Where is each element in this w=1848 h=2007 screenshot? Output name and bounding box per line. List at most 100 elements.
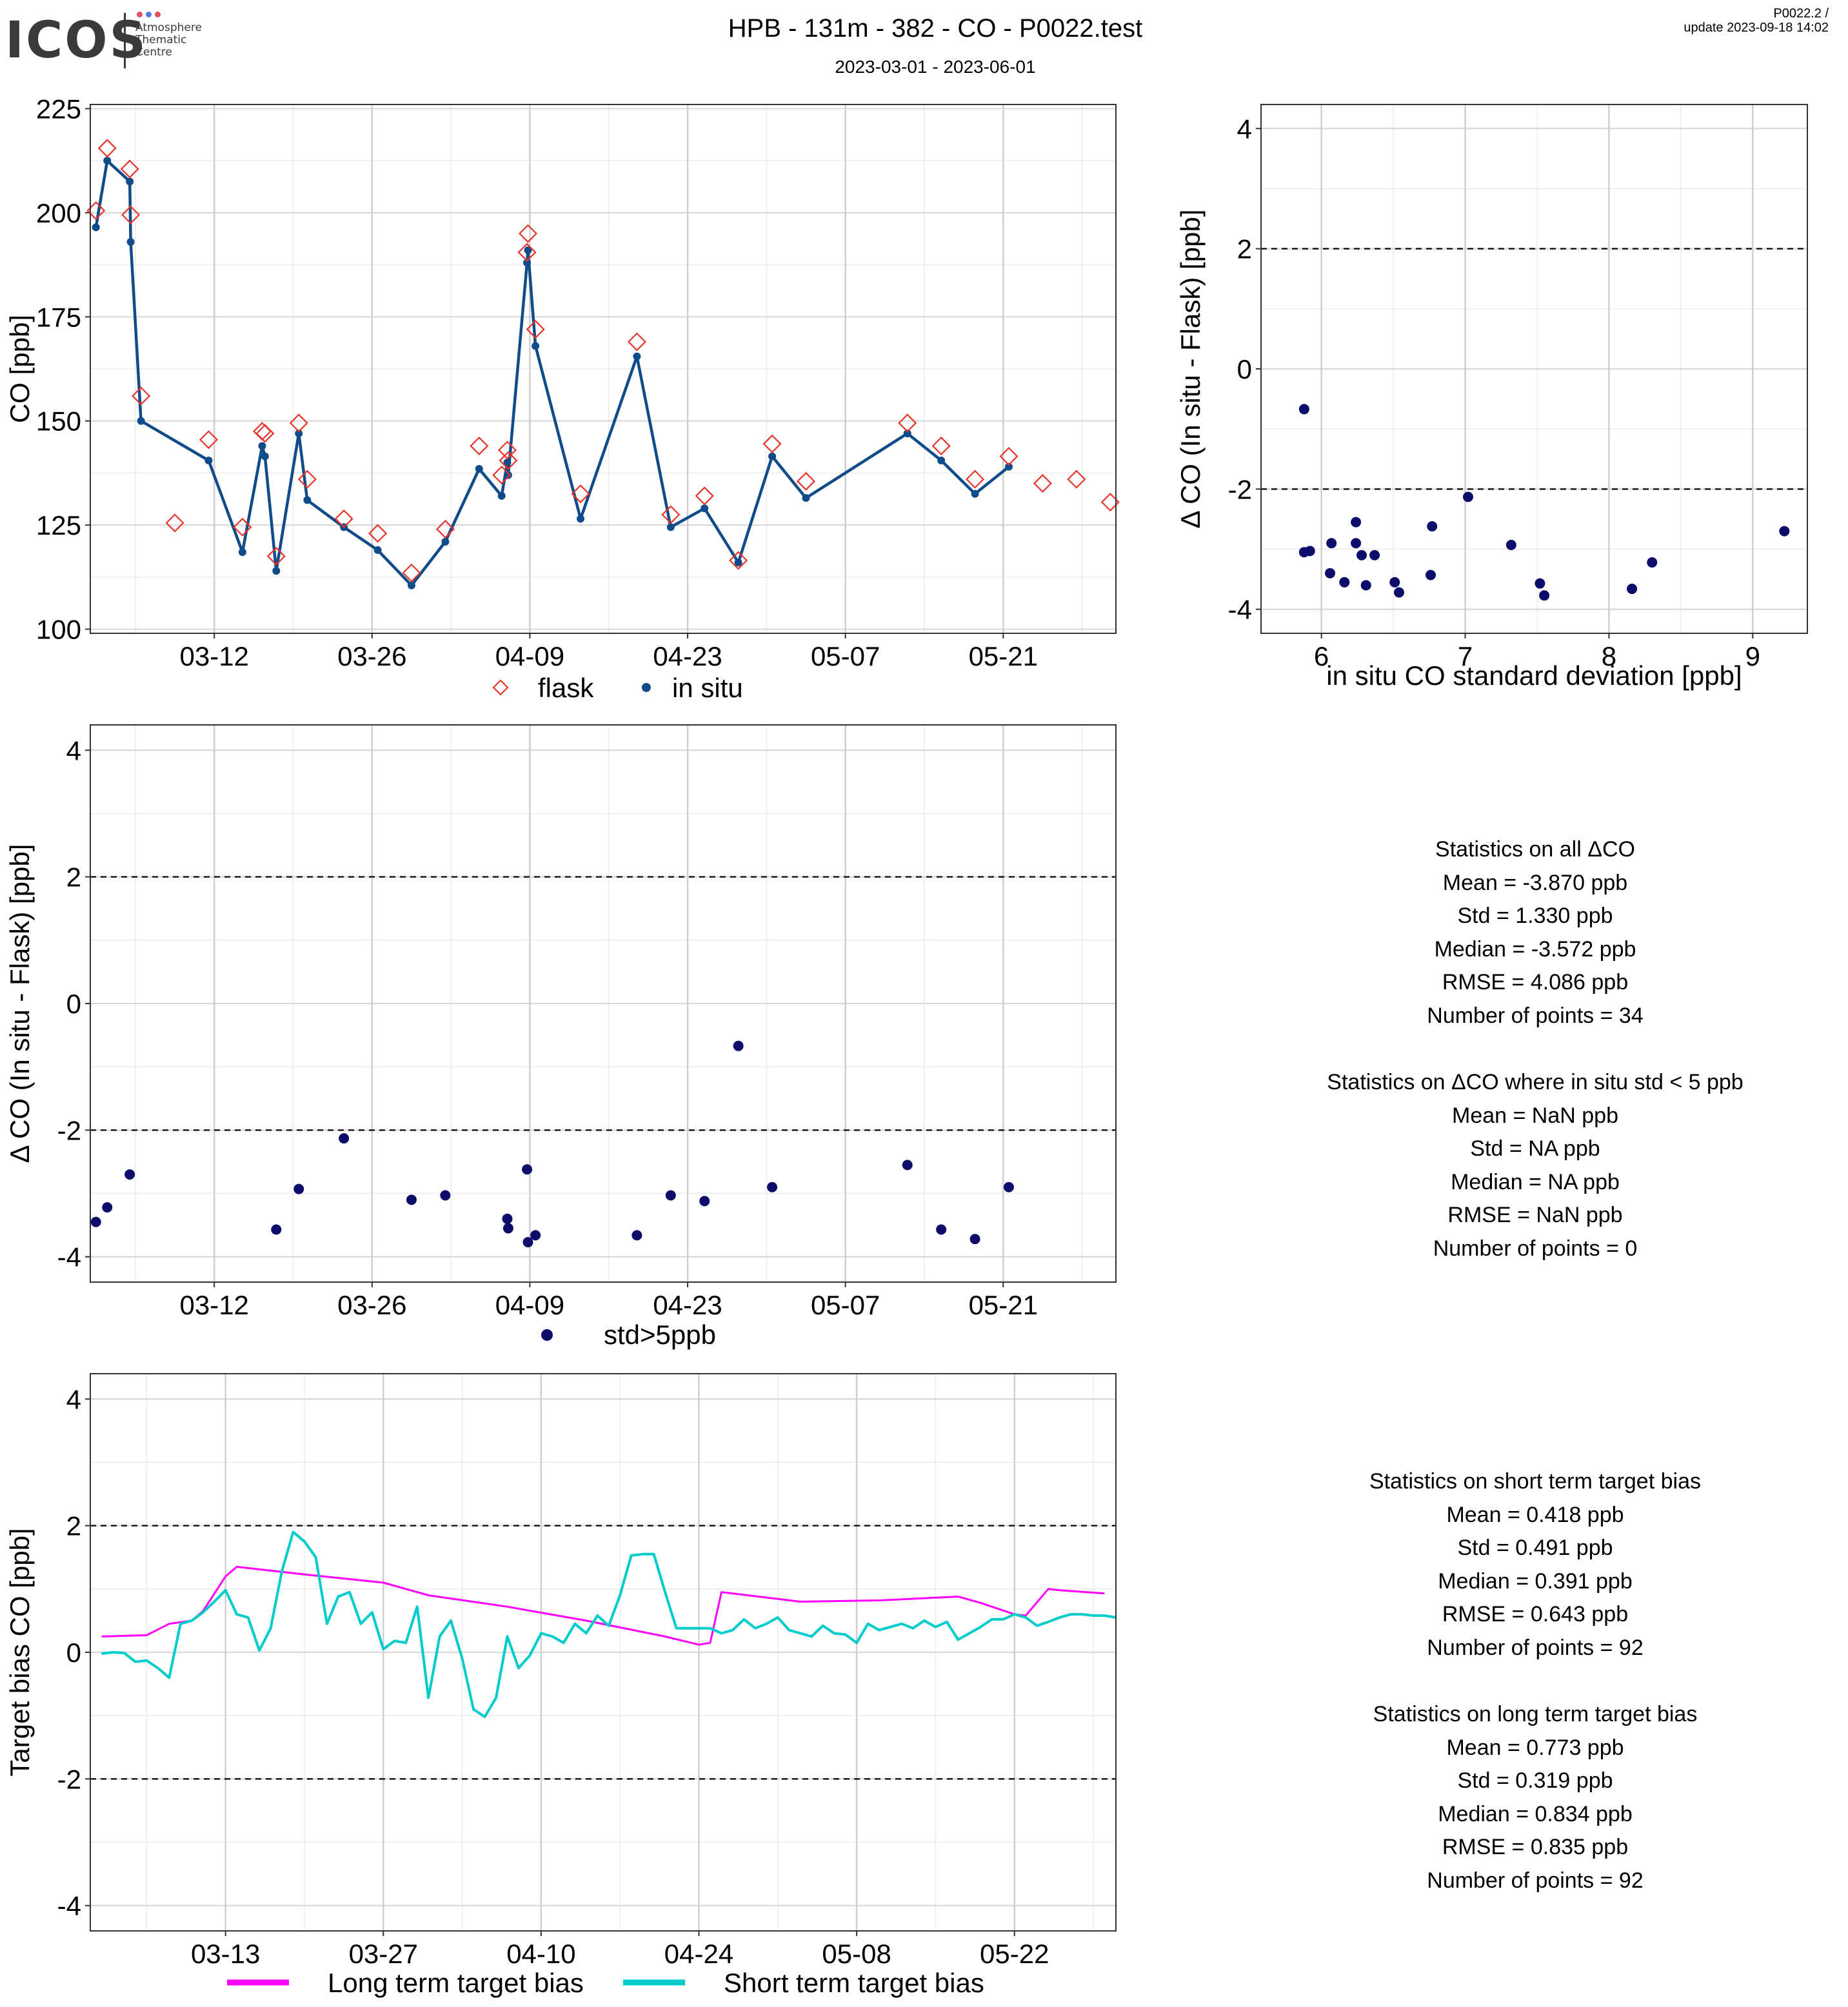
delta-chart-y-axis-label: Δ CO (In situ - Flask) [ppb] (5, 844, 35, 1163)
flask-point (931, 436, 951, 456)
std-scatter-point (1351, 517, 1362, 528)
logo-subtitle: Atmosphere Thematic Centre (135, 22, 202, 59)
insitu-point (937, 457, 946, 465)
flask-point (1067, 470, 1086, 489)
delta-point (665, 1190, 676, 1201)
flask-point (132, 386, 151, 406)
flask-point (266, 546, 286, 566)
insitu-point (272, 567, 281, 575)
delta-chart-y-tick-label: 4 (66, 735, 81, 766)
logo-wordmark: ICOS (5, 12, 148, 70)
std-scatter-point (1539, 590, 1550, 601)
insitu-point (204, 457, 213, 465)
delta-point (124, 1169, 135, 1180)
insitu-point (633, 352, 641, 361)
std-scatter-point (1351, 538, 1362, 549)
flask-point (470, 436, 489, 456)
logo-sub-line: Atmosphere (135, 21, 202, 34)
co-chart-x-tick-label: 05-21 (969, 641, 1038, 671)
delta-chart-x-tick-label: 03-12 (179, 1290, 248, 1320)
flask-point (762, 434, 782, 453)
co-chart-y-tick-label: 100 (36, 615, 81, 645)
version-info: P0022.2 / update 2023-09-18 14:02 (1684, 6, 1829, 35)
insitu-point (524, 246, 532, 254)
legend-flask-label: flask (538, 673, 594, 703)
legend-std-key (541, 1329, 553, 1341)
legend-insitu-label: in situ (672, 673, 743, 703)
stats-filtered-rmse: RMSE = NaN ppb (1447, 1203, 1623, 1227)
update-timestamp: update 2023-09-18 14:02 (1684, 21, 1829, 35)
std-scatter-point (1324, 568, 1335, 578)
flask-point (518, 224, 538, 243)
std-scatter-y-tick-label: -2 (1228, 474, 1252, 504)
stats-short-std: Std = 0.491 ppb (1457, 1536, 1613, 1560)
delta-point (936, 1224, 947, 1235)
stats-filtered-median: Median = NA ppb (1451, 1169, 1620, 1194)
delta-chart-y-tick-label: 2 (66, 862, 81, 893)
co-chart-y-tick-label: 200 (36, 198, 81, 228)
stats-all-mean: Mean = -3.870 ppb (1442, 870, 1628, 895)
insitu-point (532, 342, 540, 350)
bias-chart-x-tick-label: 04-24 (664, 1939, 733, 1969)
stats-filtered-count: Number of points = 0 (1433, 1236, 1638, 1261)
insitu-point (523, 259, 532, 267)
flask-point (695, 486, 714, 506)
flask-point (297, 470, 317, 489)
delta-point (1004, 1181, 1015, 1192)
std-scatter-x-tick-label: 6 (1314, 641, 1329, 671)
flask-point (368, 524, 388, 543)
flask-point (289, 413, 308, 433)
flask-point (199, 430, 219, 450)
std-scatter-point (1304, 546, 1315, 557)
flask-point (517, 242, 537, 262)
stats-long-rmse: RMSE = 0.835 ppb (1442, 1835, 1629, 1859)
std-scatter-point (1627, 584, 1638, 595)
stats-all-std: Std = 1.330 ppb (1457, 904, 1613, 928)
delta-point (271, 1224, 282, 1235)
std-scatter-y-tick-label: 0 (1237, 354, 1252, 384)
std-scatter-point (1505, 540, 1516, 551)
delta-point (440, 1190, 451, 1201)
stats-long-count: Number of points = 92 (1427, 1868, 1644, 1893)
bias-chart-border (90, 1373, 1117, 1932)
flask-point (898, 413, 917, 433)
flask-point (966, 470, 985, 489)
flask-point (435, 520, 455, 539)
delta-point (699, 1196, 710, 1207)
page-title: HPB - 131m - 382 - CO - P0022.test (728, 14, 1143, 43)
insitu-point (903, 430, 911, 438)
delta-point (406, 1194, 417, 1205)
flask-point (999, 447, 1018, 466)
insitu-point (971, 489, 979, 498)
std-scatter-y-axis-label: Δ CO (In situ - Flask) [ppb] (1175, 210, 1206, 529)
bias-chart-y-tick-label: 4 (66, 1384, 81, 1414)
delta-chart-border (90, 724, 1117, 1283)
bias-chart-y-tick-label: 2 (66, 1511, 81, 1541)
flask-point (97, 139, 117, 158)
logo-sub-line: Centre (135, 46, 172, 59)
std-scatter-point (1427, 521, 1438, 532)
delta-point (502, 1213, 513, 1224)
stats-all-title: Statistics on all ΔCO (1435, 837, 1635, 862)
insitu-point (497, 491, 506, 500)
std-scatter-point (1356, 549, 1367, 560)
co-chart-y-tick-label: 175 (36, 302, 81, 332)
std-scatter-y-tick-label: -4 (1228, 595, 1252, 625)
stats-short-title: Statistics on short term target bias (1369, 1469, 1701, 1494)
flask-point (233, 517, 252, 537)
co-chart-x-tick-label: 04-09 (495, 641, 564, 671)
std-scatter-point (1462, 491, 1473, 502)
std-scatter-x-tick-label: 7 (1458, 641, 1473, 671)
insitu-point (802, 494, 810, 502)
bias-chart-y-tick-label: 0 (66, 1637, 81, 1668)
insitu-point (475, 464, 483, 473)
insitu-point (238, 548, 246, 557)
stats-all-rmse: RMSE = 4.086 ppb (1442, 970, 1629, 994)
co-chart-y-tick-label: 125 (36, 510, 81, 540)
insitu-point (1005, 462, 1013, 471)
short-term-bias-line (101, 1530, 1117, 1719)
insitu-point (126, 177, 134, 186)
bias-chart-x-tick-label: 05-22 (980, 1939, 1049, 1969)
delta-chart-y-tick-label: -4 (57, 1242, 81, 1272)
